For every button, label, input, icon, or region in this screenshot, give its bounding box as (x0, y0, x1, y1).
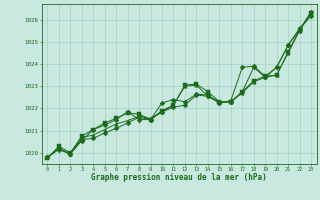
X-axis label: Graphe pression niveau de la mer (hPa): Graphe pression niveau de la mer (hPa) (91, 173, 267, 182)
